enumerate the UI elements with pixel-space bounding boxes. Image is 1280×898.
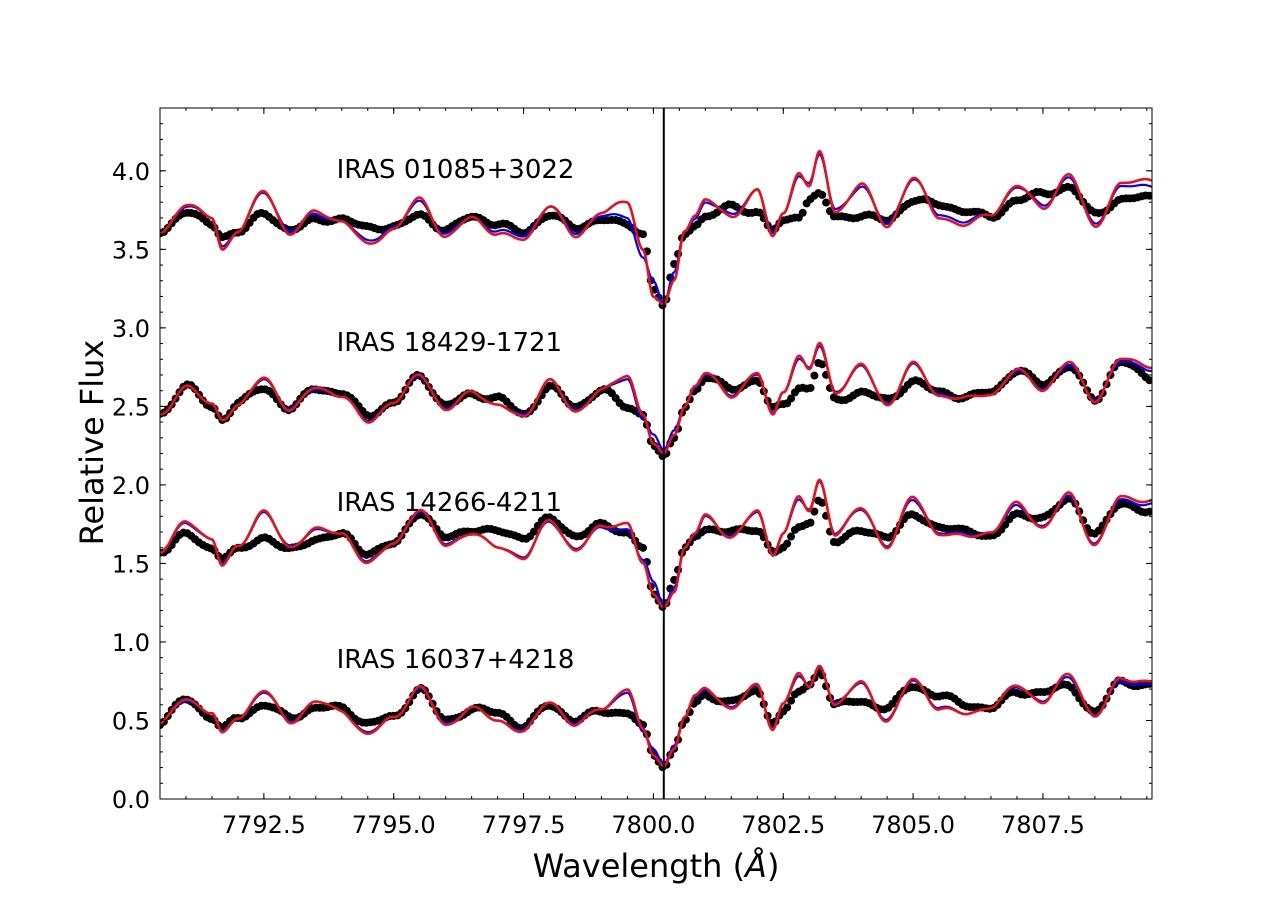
spectrum-1-model-red-line	[160, 149, 1152, 306]
spectrum-3-observed-point	[639, 543, 648, 552]
spectrum-1-observed-point	[798, 208, 807, 217]
x-tick-label: 7800.0	[611, 811, 695, 839]
spectrum-1-observed-point	[818, 190, 827, 199]
spectrum-3-observed-point	[818, 498, 827, 507]
y-axis-title: Relative Flux	[73, 340, 111, 546]
axis-ticks: 7792.5 7795.0 7797.5 7800.0 7802.5 7805.0 7807…	[112, 107, 1152, 839]
spectrum-2-observed-point	[818, 360, 827, 369]
spectrum-3-observed-point	[806, 518, 815, 527]
spectrum-2-model-red-line	[160, 341, 1152, 455]
spectrum-2-label: IRAS 18429-1721	[337, 328, 563, 358]
spectrum-1-model-blue-line	[160, 153, 1152, 306]
spectrum-labels: IRAS 01085+3022 IRAS 18429-1721 IRAS 14266…	[337, 155, 575, 675]
y-tick-label: 2.5	[112, 393, 150, 421]
x-axis-title-open-paren: (	[722, 847, 745, 885]
spectrum-2-observed-point	[787, 394, 796, 403]
spectrum-3-observed-point	[1145, 507, 1152, 516]
spectrum-1-observed-point	[1145, 191, 1152, 200]
x-axis-title-unit: Å	[743, 847, 767, 885]
y-tick-label: 3.0	[112, 315, 150, 343]
spectrum-1-observed-point	[755, 208, 764, 217]
x-tick-label: 7792.5	[222, 811, 306, 839]
spectrum-1-label: IRAS 01085+3022	[337, 155, 575, 185]
x-tick-label: 7797.5	[482, 811, 566, 839]
spectrum-3-observed-point	[783, 539, 792, 548]
spectrum-2-observed-point	[806, 383, 815, 392]
x-tick-label: 7807.5	[1001, 811, 1085, 839]
spectrum-4-model-red-line	[160, 664, 1152, 768]
x-axis-title-text: Wavelength	[533, 847, 723, 885]
spectrum-3-observed-point	[810, 507, 819, 516]
spectrum-3-observed-point	[787, 532, 796, 541]
x-tick-label: 7805.0	[871, 811, 955, 839]
spectrum-4-model-blue-line	[160, 666, 1152, 766]
x-tick-label: 7795.0	[352, 811, 436, 839]
spectrum-3-observed-point	[529, 527, 538, 536]
spectrum-4-label: IRAS 16037+4218	[337, 645, 575, 675]
y-tick-label: 1.0	[112, 629, 150, 657]
spectrum-3-model-red-line	[160, 478, 1152, 609]
spectrum-2-model-blue-line	[160, 345, 1152, 452]
x-tick-label: 7802.5	[741, 811, 825, 839]
y-tick-label: 1.5	[112, 550, 150, 578]
spectrum-3-label: IRAS 14266-4211	[337, 488, 563, 518]
spectrum-1-observed-point	[822, 198, 831, 207]
spectrum-4-observed-point	[787, 696, 796, 705]
y-tick-label: 4.0	[112, 158, 150, 186]
spectrum-2-observed-point	[810, 371, 819, 380]
spectrum-1-observed-point	[639, 230, 648, 239]
y-tick-label: 0.0	[112, 786, 150, 814]
plot-area	[160, 108, 1152, 799]
y-tick-label: 2.0	[112, 472, 150, 500]
x-axis-title-close-paren: )	[767, 847, 779, 885]
spectrum-2-observed-point	[1145, 376, 1152, 385]
x-axis-title: Wavelength (Å)	[533, 847, 780, 885]
spectrum-4-observed-point	[783, 703, 792, 712]
y-tick-label: 0.5	[112, 707, 150, 735]
y-tick-label: 3.5	[112, 236, 150, 264]
